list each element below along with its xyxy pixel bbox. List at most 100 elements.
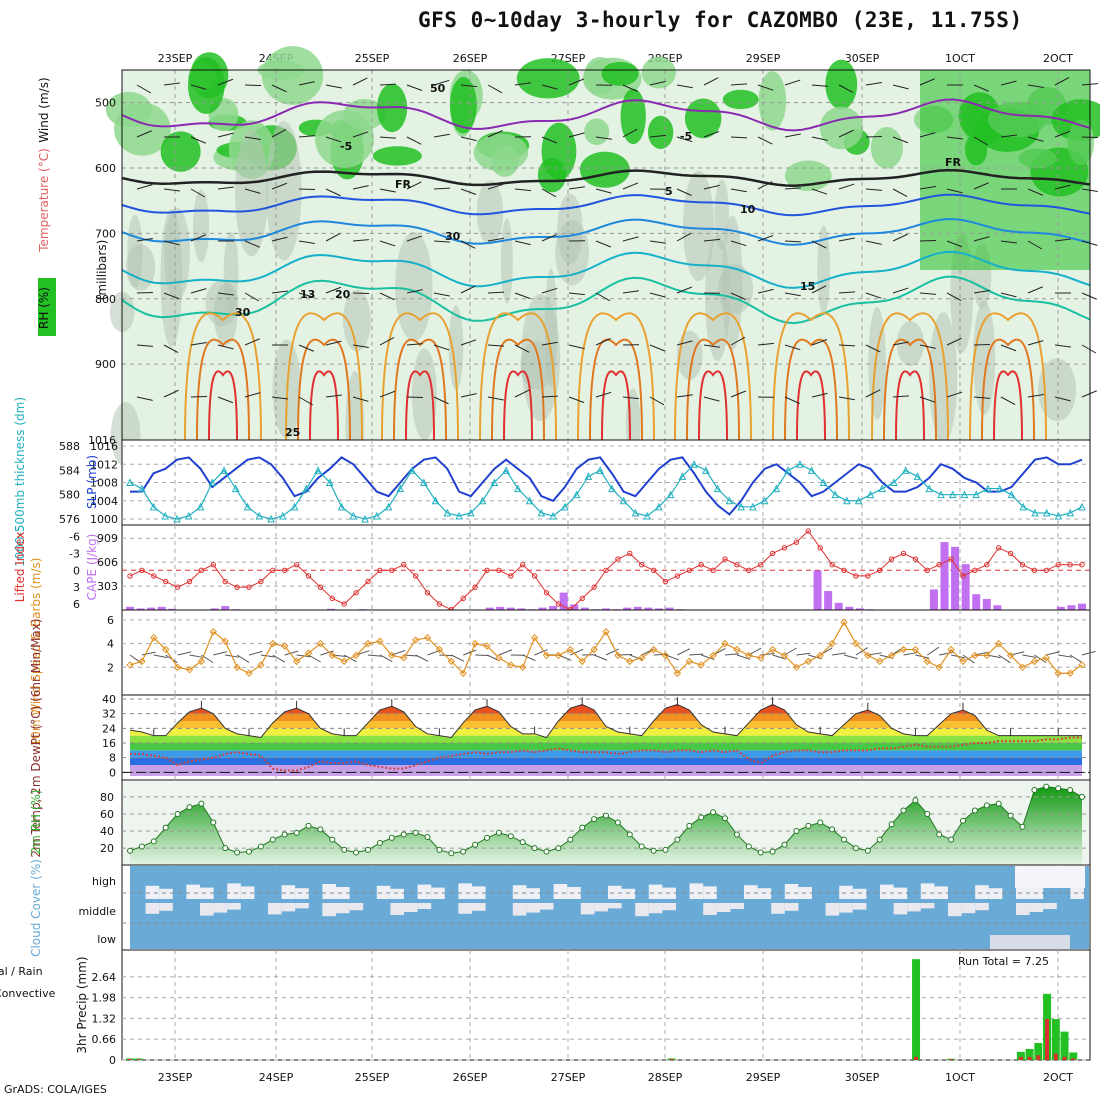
cloud-gap-middle (213, 903, 228, 913)
cloud-gap-high (920, 883, 935, 899)
rh-point (662, 846, 669, 853)
li-point (591, 584, 597, 590)
cape-bar (326, 608, 335, 610)
li-point (234, 584, 240, 590)
precip-conv-bar (914, 1056, 919, 1060)
wind-barb (568, 292, 585, 296)
wind-barb (352, 396, 369, 402)
wind-barb (865, 292, 882, 299)
wind-barb (838, 291, 855, 294)
rh-blob (315, 110, 375, 168)
rh-point (733, 831, 740, 838)
warm-isotherm-loop (993, 370, 1023, 441)
rh-point (698, 814, 705, 821)
ylabel-2m-rh: 2m RH (%) (29, 789, 43, 854)
li-point (270, 567, 276, 574)
cloud-gap-high (526, 888, 540, 899)
wind-barb (320, 650, 334, 656)
cape-bar (972, 594, 981, 610)
wind-tick-label: 4 (107, 638, 114, 651)
cloud-gap-high (281, 885, 296, 899)
wind-speed-point (804, 657, 813, 666)
li-panel-frame (121, 524, 1091, 611)
warm-isotherm-loop (895, 370, 925, 441)
wind-barb (433, 187, 451, 190)
wind-speed-point (661, 651, 670, 660)
rh-point (769, 848, 776, 855)
warm-isotherm-loop (772, 312, 850, 441)
wind-barb (189, 654, 204, 658)
rh-point (674, 836, 681, 843)
date-label-bottom: 24SEP (259, 1071, 294, 1084)
rh-point (448, 850, 455, 857)
thickness-point (596, 466, 604, 474)
wind-barb (190, 84, 207, 90)
precip-total-bar (1051, 1019, 1060, 1060)
wind-barb (1000, 240, 1017, 244)
wind-barb (1000, 134, 1017, 138)
rh-legend-swatch (38, 278, 56, 336)
cloud-gap-high (608, 885, 622, 899)
wind-barb (730, 83, 747, 86)
wind-barb (367, 654, 382, 657)
wind-barb (213, 651, 228, 656)
cloud-gap-middle (417, 903, 432, 909)
li-point (198, 567, 205, 574)
cloud-gap-middle (852, 903, 867, 910)
cloud-gap-high (744, 885, 758, 899)
cloud-gap-middle (349, 903, 364, 911)
wind-barb (1054, 130, 1071, 138)
wind-barb (838, 183, 855, 190)
rh-point (174, 810, 181, 817)
wind-speed-point (1042, 654, 1051, 662)
thickness-point (807, 466, 816, 474)
wind-barb (568, 344, 585, 350)
wind-barb (892, 136, 909, 144)
wind-barb (838, 237, 855, 242)
wind-speed-point (126, 661, 134, 669)
wind-speed-point (304, 649, 313, 657)
wind-barb (433, 292, 450, 297)
wind-barb (487, 237, 504, 242)
cloud-level-label: middle (78, 905, 116, 918)
wind-barb (568, 78, 585, 86)
wind-speed-point (840, 618, 848, 626)
wind-barb (595, 391, 612, 398)
wind-barb (892, 84, 909, 90)
wind-barb (352, 185, 369, 190)
thickness-point (443, 508, 452, 517)
wind-speed-point (185, 665, 194, 674)
slp-tick-label: 1012 (90, 458, 118, 471)
rh-point (507, 833, 514, 840)
rh-point (210, 819, 217, 826)
thickness-point (960, 490, 969, 499)
cloud-gap-middle (771, 903, 785, 914)
wind-barb (676, 188, 692, 196)
wind-barb (973, 236, 990, 242)
thickness-point (184, 511, 193, 520)
wind-speed-point (1018, 663, 1027, 672)
rh-point (531, 845, 538, 852)
thickness-tick-label: 576 (59, 513, 80, 526)
rh-blob (641, 56, 676, 89)
wind-speed-point (709, 651, 717, 660)
wind-speed-point (435, 645, 444, 654)
cloud-gap-high (295, 888, 309, 899)
thickness-point (866, 490, 875, 499)
rh-blob (722, 89, 759, 110)
wind-barb (919, 396, 936, 403)
rh-tick-label: 40 (100, 825, 114, 838)
wind-speed-point (947, 645, 955, 654)
rh-point (924, 810, 931, 817)
thickness-point (572, 490, 581, 499)
li-point (829, 561, 835, 568)
wind-barb (522, 654, 536, 662)
temp-tick-label: 32 (102, 708, 116, 721)
wind-barb (1081, 390, 1097, 398)
warm-isotherm-loop (297, 338, 351, 441)
li-point (615, 556, 621, 562)
precip-conv-bar (669, 1059, 674, 1060)
li-point (1031, 567, 1038, 574)
cape-bar (834, 602, 843, 610)
